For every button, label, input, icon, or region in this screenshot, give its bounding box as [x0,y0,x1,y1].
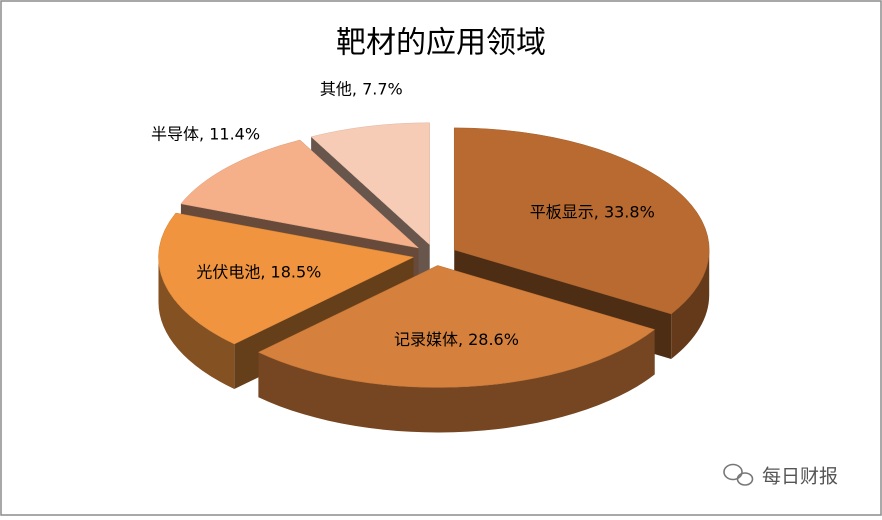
slice-side [158,257,235,390]
slice-top [257,265,656,388]
slice-top [158,212,415,345]
slice-top [180,139,420,249]
slice [257,265,656,433]
slice-top [310,122,430,246]
data-label: 其他, 7.7% [320,80,403,99]
slice-top [453,127,710,315]
data-label: 光伏电池, 18.5% [196,263,321,282]
watermark: 每日财报 [762,466,838,488]
slice-side [258,329,655,433]
slice-side [671,249,710,359]
data-label: 半导体, 11.4% [151,124,260,143]
chart-title: 靶材的应用领域 [336,26,546,61]
pie [158,122,710,433]
watermark-icon [723,463,754,486]
data-label: 记录媒体, 28.6% [394,330,519,349]
data-label: 平板显示, 33.8% [530,203,655,222]
